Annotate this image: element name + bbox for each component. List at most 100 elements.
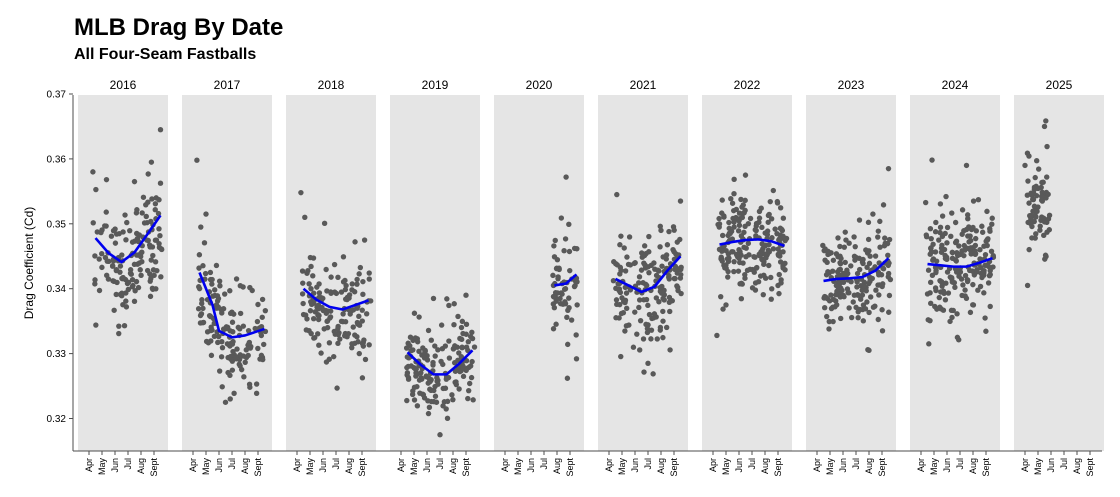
data-point — [731, 258, 737, 265]
data-point — [841, 244, 848, 250]
data-point — [949, 210, 955, 216]
data-point — [822, 257, 828, 263]
data-point — [342, 286, 349, 293]
data-point — [299, 291, 306, 297]
data-point — [200, 319, 207, 326]
data-point — [356, 313, 362, 319]
data-point — [573, 356, 580, 362]
data-point — [303, 327, 310, 333]
chart-subtitle: All Four-Seam Fastballs — [74, 46, 257, 63]
x-tick-label: Sept — [149, 458, 159, 477]
data-point — [139, 259, 145, 265]
data-point — [455, 357, 461, 363]
data-point — [736, 218, 742, 224]
data-point — [93, 186, 99, 193]
data-point — [197, 312, 204, 319]
x-tick-label: Aug — [344, 458, 354, 474]
data-point — [362, 356, 369, 363]
data-point — [416, 348, 422, 355]
data-point — [675, 266, 682, 272]
data-point — [970, 302, 977, 308]
data-point — [826, 318, 832, 325]
data-point — [843, 237, 849, 243]
data-point — [868, 294, 874, 300]
data-point — [1037, 227, 1043, 233]
data-point — [1026, 153, 1032, 159]
data-point — [830, 257, 837, 263]
data-point — [625, 261, 632, 268]
data-point — [622, 299, 628, 306]
facet-label-2017: 2017 — [214, 78, 241, 92]
data-point — [866, 248, 872, 254]
data-point — [354, 281, 360, 287]
data-point — [658, 227, 664, 234]
data-point — [467, 380, 473, 387]
data-point — [768, 274, 774, 281]
data-point — [833, 251, 840, 257]
data-point — [308, 263, 314, 270]
data-point — [356, 350, 362, 357]
data-point — [886, 292, 893, 299]
x-tick-label: Jul — [1059, 458, 1069, 470]
data-point — [936, 294, 942, 301]
data-point — [956, 243, 962, 249]
data-point — [987, 226, 993, 232]
x-tick-label: Jun — [110, 458, 120, 473]
data-point — [962, 287, 968, 293]
data-point — [636, 304, 642, 311]
data-point — [259, 296, 266, 303]
data-point — [981, 267, 987, 274]
data-point — [747, 215, 754, 222]
data-point — [323, 310, 330, 316]
data-point — [667, 347, 673, 353]
data-point — [962, 247, 968, 253]
data-point — [123, 298, 129, 304]
data-point — [446, 338, 452, 344]
data-point — [659, 283, 665, 290]
data-point — [757, 252, 764, 258]
data-point — [141, 220, 148, 226]
data-point — [425, 410, 432, 417]
data-point — [837, 243, 843, 250]
data-point — [199, 300, 205, 307]
data-point — [196, 265, 202, 271]
data-point — [927, 290, 933, 296]
x-tick-label: Aug — [760, 458, 770, 474]
data-point — [970, 224, 976, 231]
data-point — [359, 307, 365, 313]
data-point — [928, 249, 935, 255]
data-point — [444, 398, 451, 405]
data-point — [219, 384, 225, 390]
data-point — [324, 324, 331, 331]
y-tick-label: 0.35 — [47, 219, 67, 230]
data-point — [645, 360, 651, 367]
data-point — [885, 165, 892, 172]
data-point — [741, 229, 747, 236]
data-point — [359, 375, 366, 381]
data-point — [867, 253, 873, 259]
data-point — [465, 347, 471, 354]
data-point — [92, 253, 98, 259]
data-point — [742, 223, 748, 230]
facet-label-2022: 2022 — [734, 78, 761, 92]
data-point — [148, 257, 154, 263]
data-point — [959, 207, 966, 213]
data-point — [209, 276, 215, 283]
data-point — [977, 256, 983, 262]
x-tick-label: Sept — [565, 458, 575, 477]
data-point — [551, 254, 558, 260]
data-point — [723, 302, 729, 308]
data-point — [1044, 143, 1050, 150]
data-point — [742, 197, 748, 204]
data-point — [644, 282, 650, 289]
data-point — [335, 340, 341, 347]
data-point — [932, 249, 939, 255]
data-point — [672, 275, 678, 282]
data-point — [215, 339, 221, 346]
data-point — [714, 332, 720, 339]
data-point — [880, 202, 887, 208]
data-point — [557, 295, 563, 302]
x-tick-label: Apr — [1020, 458, 1030, 472]
data-point — [410, 347, 416, 353]
data-point — [218, 354, 225, 360]
